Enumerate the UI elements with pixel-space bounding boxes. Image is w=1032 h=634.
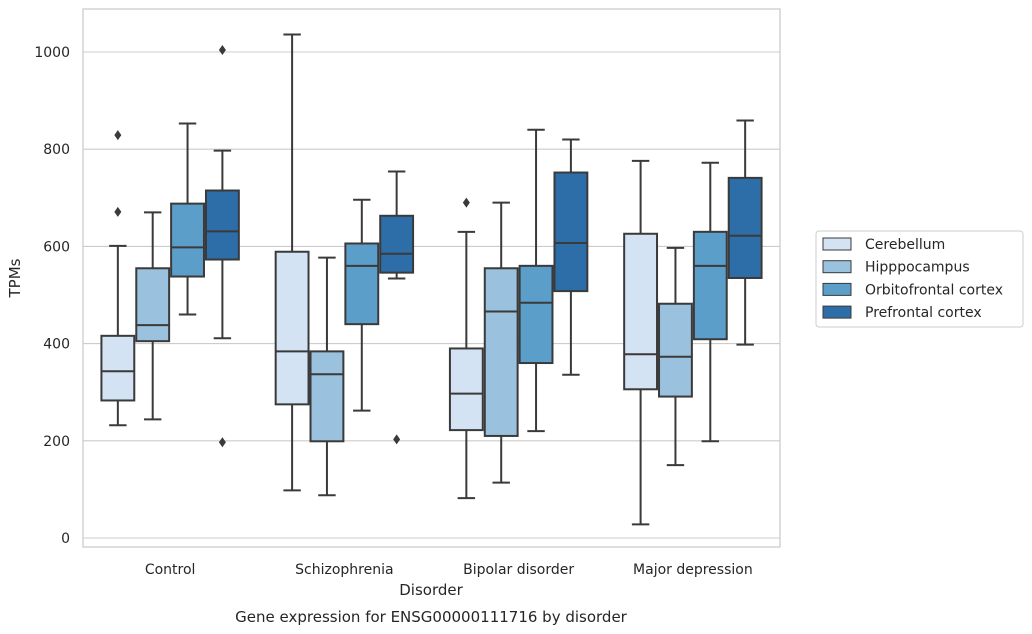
y-tick-label: 0 [61,531,70,547]
y-axis-title: TPMs [6,258,24,298]
x-tick-label: Major depression [633,562,753,578]
outlier-point [114,206,122,217]
legend-label: Prefrontal cortex [865,305,982,321]
plot-background [83,9,780,547]
box [135,267,171,343]
legend: Cerebellum Hipppocampus Orbitofrontal cort… [815,230,1024,328]
outlier-point [114,130,122,141]
legend-swatch [822,260,852,274]
legend-label: Hipppocampus [865,260,970,276]
box [727,176,763,279]
box [553,171,589,293]
y-tick-label: 600 [43,239,70,255]
x-tick-label: Control [145,562,196,578]
box-series [100,33,763,526]
box [448,347,484,432]
box [100,334,136,402]
box [204,189,240,261]
outlier-point [218,437,226,448]
x-axis-title: Disorder [399,581,463,599]
outlier-point [393,434,401,445]
box [518,264,554,365]
box [309,350,345,443]
box [483,267,519,437]
legend-swatch [822,305,852,319]
y-tick-label: 1000 [34,45,70,61]
box [274,250,310,406]
x-tick-label: Bipolar disorder [463,562,574,578]
y-tick-label: 200 [43,434,70,450]
x-tick-label: Schizophrenia [295,562,393,578]
box [692,230,728,341]
y-tick-label: 800 [43,142,70,158]
legend-swatch [822,237,852,251]
box [658,302,693,398]
legend-swatch [822,282,852,296]
plot-frame [82,8,781,548]
box [344,242,380,326]
y-tick-label: 400 [43,337,70,353]
legend-frame [815,230,1024,328]
chart-caption: Gene expression for ENSG00000111716 by d… [235,608,628,626]
box [379,214,415,274]
box [170,202,205,278]
legend-items: Cerebellum Hipppocampus Orbitofrontal cort… [822,237,1003,321]
legend-label: Cerebellum [865,237,945,253]
y-axis-ticks: 0 200 400 600 800 1000 [34,45,70,547]
outlier-point [218,45,226,56]
x-axis-ticks: Control Schizophrenia Bipolar disorder Majo… [145,562,753,578]
outlier-point [462,197,470,208]
box [623,232,659,391]
legend-label: Orbitofrontal cortex [865,282,1003,298]
